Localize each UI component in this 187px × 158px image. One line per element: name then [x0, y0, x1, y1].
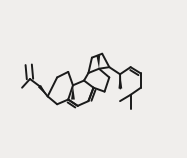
Polygon shape [71, 85, 75, 100]
Polygon shape [96, 55, 100, 69]
Polygon shape [118, 74, 122, 88]
Polygon shape [38, 85, 48, 96]
